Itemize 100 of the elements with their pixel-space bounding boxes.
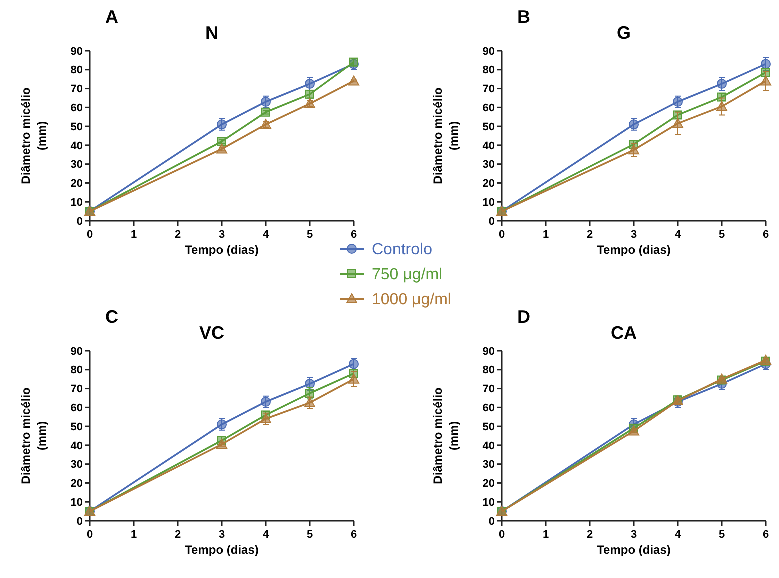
x-tick-label: 0: [86, 229, 94, 241]
x-tick-label: 5: [306, 229, 314, 241]
x-tick-label: 6: [350, 529, 358, 541]
x-tick-label: 3: [218, 529, 226, 541]
y-tick-label: 0: [488, 516, 495, 528]
x-tick-label: 4: [674, 529, 682, 541]
x-axis-title: Tempo (dias): [597, 243, 671, 257]
y-tick-label: 10: [482, 496, 495, 509]
y-tick-label: 40: [482, 440, 495, 452]
point: [628, 144, 640, 155]
y-tick-label: 0: [488, 216, 495, 228]
y-tick-label: 50: [482, 421, 495, 434]
chart-title: N: [206, 23, 218, 43]
y-tick-label: 20: [70, 178, 83, 190]
y-tick-label: 90: [482, 46, 495, 58]
y-tick-label: 60: [70, 102, 83, 115]
point: [348, 374, 360, 384]
y-tick-label: 40: [70, 440, 83, 452]
y-tick-label: 90: [482, 346, 495, 358]
x-tick-label: 3: [218, 229, 226, 241]
point: [216, 144, 228, 154]
y-axis-title: Diâmetro micélio (mm): [19, 88, 49, 184]
x-tick-label: 2: [586, 229, 594, 241]
y-tick-label: 80: [482, 64, 495, 77]
chart-title: G: [616, 23, 632, 43]
x-tick-label: 4: [674, 229, 682, 241]
y-tick-label: 50: [482, 121, 495, 134]
x-tick-label: 1: [130, 229, 138, 241]
point: [216, 439, 228, 449]
x-tick-label: 2: [586, 529, 594, 541]
y-tick-label: 20: [482, 178, 495, 190]
y-tick-label: 20: [482, 478, 495, 490]
y-tick-label: 80: [70, 364, 83, 377]
y-tick-label: 90: [70, 346, 83, 358]
x-axis-title: Tempo (dias): [185, 543, 259, 557]
x-tick-label: 6: [350, 229, 358, 241]
x-tick-label: 2: [174, 229, 182, 241]
point: [304, 98, 316, 108]
x-tick-label: 5: [718, 229, 726, 241]
x-tick-label: 4: [262, 229, 270, 241]
y-tick-label: 10: [70, 196, 83, 209]
y-tick-label: 10: [482, 196, 495, 209]
y-tick-label: 60: [482, 402, 495, 415]
legend-label: 1000 μg/ml: [372, 292, 452, 309]
x-tick-label: 6: [762, 529, 770, 541]
text: C: [106, 307, 118, 327]
point: [760, 76, 772, 86]
x-tick-label: 1: [542, 229, 550, 241]
y-tick-label: 0: [76, 516, 83, 528]
y-tick-label: 30: [70, 159, 83, 172]
x-tick-label: 6: [762, 229, 770, 241]
x-axis-title: Tempo (dias): [597, 543, 671, 557]
x-tick-label: 3: [630, 229, 638, 241]
chart-title: VC: [199, 323, 225, 343]
y-tick-label: 70: [482, 384, 495, 396]
x-tick-label: 1: [130, 529, 138, 541]
point: [672, 118, 684, 128]
point: [716, 101, 728, 112]
y-tick-label: 70: [70, 384, 83, 396]
legend-label: 750 μg/ml: [372, 266, 443, 284]
y-tick-label: 60: [70, 402, 83, 415]
point: [262, 108, 270, 117]
x-tick-label: 0: [498, 229, 506, 241]
y-tick-label: 50: [70, 421, 83, 434]
y-tick-label: 90: [70, 46, 83, 58]
y-tick-label: 0: [76, 216, 83, 228]
x-tick-label: 5: [306, 529, 314, 541]
y-tick-label: 70: [70, 84, 83, 96]
point: [348, 76, 360, 86]
x-tick-label: 4: [262, 529, 270, 541]
y-axis-title: Diâmetro micélio (mm): [431, 388, 461, 484]
y-tick-label: 80: [70, 64, 83, 77]
x-tick-label: 0: [86, 529, 94, 541]
legend-label: Controlo: [372, 242, 433, 259]
y-tick-label: 60: [482, 102, 495, 115]
y-tick-label: 30: [70, 459, 83, 472]
y-axis-title: Diâmetro micélio (mm): [431, 88, 461, 184]
y-axis-title: Diâmetro micélio (mm): [19, 388, 49, 484]
point: [305, 79, 315, 90]
y-tick-label: 30: [482, 159, 495, 172]
y-tick-label: 40: [70, 140, 83, 152]
point: [305, 379, 315, 390]
y-tick-label: 30: [482, 459, 495, 472]
x-tick-label: 2: [174, 529, 182, 541]
x-tick-label: 3: [630, 529, 638, 541]
x-tick-label: 1: [542, 529, 550, 541]
text: D: [518, 307, 530, 327]
y-tick-label: 50: [70, 121, 83, 134]
y-tick-label: 80: [482, 364, 495, 377]
x-tick-label: 0: [498, 529, 506, 541]
point: [717, 79, 727, 90]
x-tick-label: 5: [718, 529, 726, 541]
y-tick-label: 10: [70, 496, 83, 509]
chart-title: CA: [611, 323, 637, 343]
y-tick-label: 40: [482, 140, 495, 152]
x-axis-title: Tempo (dias): [185, 243, 259, 257]
text: A: [106, 7, 118, 27]
y-tick-label: 70: [482, 84, 495, 96]
y-tick-label: 20: [70, 478, 83, 490]
text: B: [518, 7, 530, 27]
